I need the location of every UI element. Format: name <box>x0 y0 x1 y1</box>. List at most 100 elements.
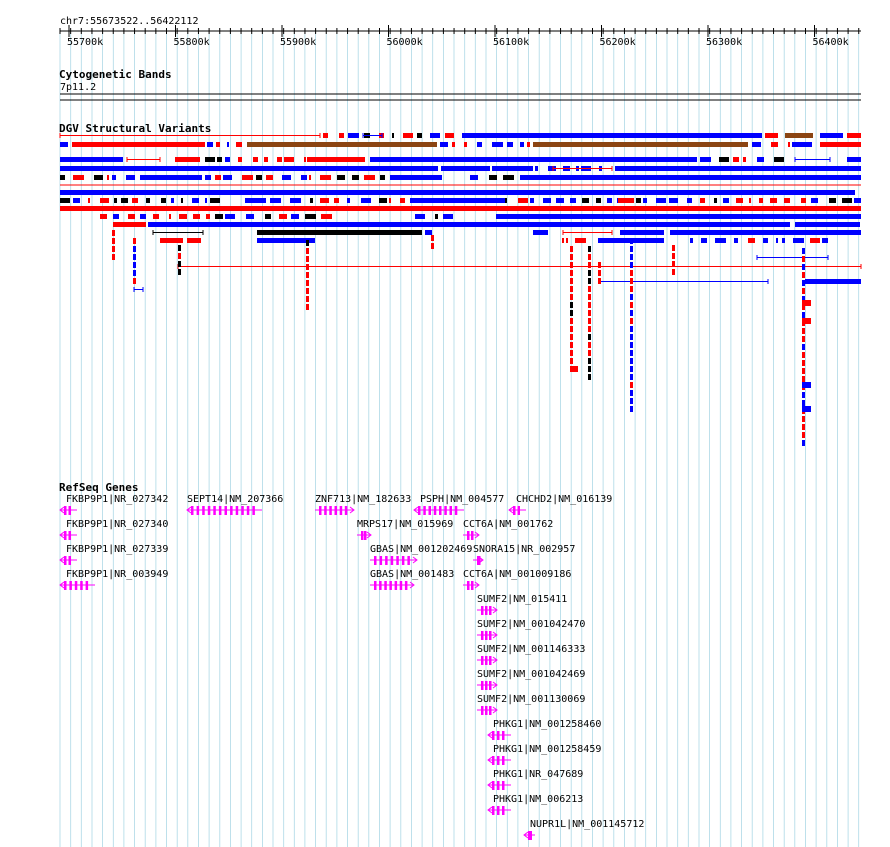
gene-feature[interactable]: FKBP9P1|NR_003949 <box>59 569 168 590</box>
dgv-variant[interactable] <box>417 133 422 138</box>
dgv-variant[interactable] <box>270 198 281 203</box>
dgv-variant[interactable] <box>301 175 307 180</box>
gene-feature[interactable]: NUPR1L|NM_001145712 <box>523 819 644 840</box>
dgv-variant[interactable] <box>598 262 601 268</box>
dgv-variant[interactable] <box>570 326 573 332</box>
dgv-features[interactable] <box>59 133 862 446</box>
dgv-variant[interactable] <box>802 296 805 302</box>
dgv-variant[interactable] <box>700 198 705 203</box>
dgv-variant[interactable] <box>630 254 633 260</box>
dgv-variant[interactable] <box>60 175 65 180</box>
dgv-variant[interactable] <box>520 175 861 180</box>
dgv-variant[interactable] <box>306 272 309 278</box>
dgv-variant[interactable] <box>723 198 729 203</box>
dgv-variant[interactable] <box>215 214 223 219</box>
dgv-variant[interactable] <box>690 238 693 243</box>
dgv-variant[interactable] <box>802 424 805 430</box>
dgv-variant[interactable] <box>588 278 591 284</box>
dgv-variant[interactable] <box>847 133 861 138</box>
dgv-variant[interactable] <box>279 214 287 219</box>
dgv-variant[interactable] <box>507 142 513 147</box>
dgv-variant[interactable] <box>570 358 573 364</box>
dgv-variant[interactable] <box>763 238 768 243</box>
dgv-variant[interactable] <box>112 175 116 180</box>
dgv-variant[interactable] <box>435 214 438 219</box>
dgv-variant[interactable] <box>630 326 633 332</box>
dgv-variant[interactable] <box>802 360 805 366</box>
dgv-variant[interactable] <box>820 142 861 147</box>
dgv-variant[interactable] <box>588 374 591 380</box>
dgv-variant[interactable] <box>160 238 183 243</box>
dgv-variant[interactable] <box>94 175 103 180</box>
dgv-variant[interactable] <box>829 198 836 203</box>
dgv-variant[interactable] <box>205 175 211 180</box>
dgv-variant[interactable] <box>701 238 707 243</box>
dgv-variant[interactable] <box>588 302 591 308</box>
dgv-variant[interactable] <box>802 272 805 278</box>
dgv-variant[interactable] <box>477 142 482 147</box>
dgv-variant[interactable] <box>126 175 135 180</box>
dgv-variant[interactable] <box>802 352 805 358</box>
ruler-track[interactable]: chr7:55673522..56422112 55700k 55800k 5590… <box>59 16 861 48</box>
dgv-variant[interactable] <box>687 198 692 203</box>
dgv-variant[interactable] <box>847 157 861 162</box>
dgv-variant[interactable] <box>132 198 138 203</box>
dgv-variant[interactable] <box>370 157 697 162</box>
dgv-variant[interactable] <box>306 248 309 254</box>
dgv-variant[interactable] <box>441 166 490 171</box>
dgv-variant[interactable] <box>146 198 150 203</box>
cytoband-track[interactable]: Cytogenetic Bands 7p11.2 <box>59 68 861 101</box>
dgv-variant[interactable] <box>489 175 497 180</box>
dgv-variant[interactable] <box>307 157 365 162</box>
dgv-variant[interactable] <box>88 198 90 203</box>
dgv-variant[interactable] <box>588 342 591 348</box>
dgv-variant[interactable] <box>225 157 230 162</box>
dgv-variant[interactable] <box>133 270 136 276</box>
dgv-variant[interactable] <box>588 310 591 316</box>
dgv-variant[interactable] <box>60 142 68 147</box>
dgv-variant[interactable] <box>216 142 220 147</box>
dgv-variant[interactable] <box>570 262 573 268</box>
dgv-variant[interactable] <box>133 262 136 268</box>
gene-feature[interactable]: GBAS|NM_001483 <box>370 569 454 590</box>
gene-feature[interactable]: CHCHD2|NM_016139 <box>508 494 612 515</box>
dgv-variant[interactable] <box>246 214 254 219</box>
dgv-variant[interactable] <box>630 358 633 364</box>
gene-feature[interactable]: PSPH|NM_004577 <box>413 494 504 515</box>
gene-feature[interactable]: FKBP9P1|NR_027342 <box>59 494 168 515</box>
dgv-variant[interactable] <box>770 198 777 203</box>
dgv-variant[interactable] <box>556 198 564 203</box>
dgv-variant[interactable] <box>792 142 812 147</box>
dgv-variant[interactable] <box>533 230 548 235</box>
dgv-variant[interactable] <box>588 286 591 292</box>
dgv-variant[interactable] <box>290 198 301 203</box>
dgv-variant[interactable] <box>810 238 820 243</box>
dgv-track[interactable]: DGV Structural Variants <box>59 122 862 446</box>
dgv-variant[interactable] <box>282 175 291 180</box>
dgv-variant[interactable] <box>380 175 385 180</box>
dgv-variant[interactable] <box>205 198 207 203</box>
dgv-variant[interactable] <box>112 238 115 244</box>
dgv-variant[interactable] <box>802 440 805 446</box>
dgv-variant[interactable] <box>588 318 591 324</box>
dgv-variant[interactable] <box>334 198 339 203</box>
dgv-variant[interactable] <box>284 157 294 162</box>
dgv-variant[interactable] <box>400 198 405 203</box>
dgv-variant[interactable] <box>264 157 268 162</box>
dgv-variant[interactable] <box>548 166 556 171</box>
dgv-variant[interactable] <box>748 238 755 243</box>
dgv-variant[interactable] <box>588 358 591 364</box>
gene-feature[interactable]: ZNF713|NM_182633 <box>315 494 411 515</box>
dgv-variant[interactable] <box>719 157 729 162</box>
dgv-variant[interactable] <box>570 318 573 324</box>
dgv-variant[interactable] <box>348 133 359 138</box>
dgv-variant[interactable] <box>588 294 591 300</box>
dgv-variant[interactable] <box>187 238 201 243</box>
dgv-variant[interactable] <box>100 214 107 219</box>
dgv-variant[interactable] <box>802 264 805 270</box>
dgv-variant[interactable] <box>802 382 811 388</box>
dgv-variant[interactable] <box>630 270 633 276</box>
dgv-variant[interactable] <box>161 198 166 203</box>
dgv-variant[interactable] <box>309 175 311 180</box>
